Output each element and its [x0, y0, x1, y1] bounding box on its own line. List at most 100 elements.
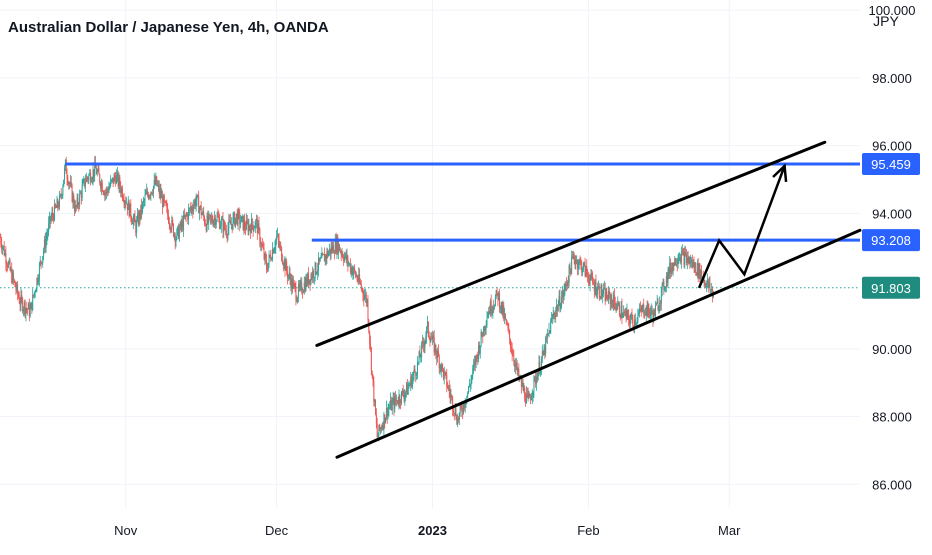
candle-body	[173, 224, 175, 237]
candle-body	[452, 410, 454, 413]
projection-path[interactable]	[697, 165, 786, 289]
candle-body	[35, 289, 37, 292]
candle-body	[685, 253, 687, 263]
candle-body	[338, 244, 340, 251]
candle-body	[195, 200, 197, 207]
candle-body	[611, 298, 613, 302]
candle-body	[166, 205, 168, 207]
candle-body	[94, 162, 96, 177]
candle-body	[482, 335, 484, 337]
candle-body	[79, 193, 81, 194]
drawings[interactable]	[0, 140, 862, 459]
candle-body	[450, 395, 452, 397]
candle-body	[561, 297, 563, 307]
candle-body	[22, 309, 24, 312]
candle-body	[153, 179, 155, 187]
candle-body	[693, 261, 695, 268]
candle-body	[54, 204, 56, 208]
candle-body	[445, 372, 447, 375]
candle-body	[664, 288, 666, 291]
candle-body	[331, 246, 333, 252]
candle-body	[291, 278, 293, 289]
candle-body	[240, 222, 242, 224]
candle-body	[123, 200, 125, 204]
candle-body	[28, 303, 30, 316]
candle-body	[104, 192, 106, 195]
candle-body	[558, 295, 560, 305]
channel-line-lower[interactable]	[335, 228, 862, 459]
candle-body	[320, 257, 322, 259]
candle-body	[119, 177, 121, 188]
candle-body	[95, 162, 97, 169]
candle-body	[536, 376, 538, 381]
candle-body	[74, 206, 76, 212]
candle-body	[63, 179, 65, 187]
candle-body	[463, 403, 465, 408]
candle-body	[178, 226, 180, 239]
candle-body	[325, 255, 327, 259]
candle-body	[191, 207, 193, 211]
candle-body	[357, 279, 359, 282]
candle-body	[302, 291, 304, 293]
candle-body	[349, 263, 351, 272]
price-label-box	[862, 152, 920, 175]
candle-body	[626, 310, 628, 318]
candle-body	[327, 250, 329, 257]
candle-body	[460, 405, 462, 408]
candle-body	[609, 294, 611, 304]
candle-body	[8, 260, 10, 263]
candle-body	[660, 302, 662, 304]
axes: 86.000 88.000 90.000 94.000 96.000 98.000 100.…	[114, 3, 920, 538]
candle-body	[316, 272, 318, 274]
candle-body	[491, 311, 493, 313]
candle-body	[100, 183, 102, 188]
candle-body	[409, 384, 411, 386]
candle-body	[105, 189, 107, 194]
candle-body	[634, 319, 636, 329]
candle-body	[386, 407, 388, 417]
candle-body	[406, 383, 408, 395]
candle-body	[540, 369, 542, 374]
candle-body	[554, 315, 556, 318]
candle-body	[464, 404, 466, 408]
candle-body	[547, 333, 549, 335]
candle-body	[608, 291, 610, 301]
candle-body	[490, 301, 492, 313]
candle-body	[618, 302, 620, 304]
candle-body	[569, 265, 571, 270]
price-label: 93.208	[871, 233, 911, 248]
candle-body	[77, 197, 79, 205]
candle-body	[627, 310, 629, 314]
candle-body	[544, 347, 546, 355]
candle-body	[220, 219, 222, 227]
candle-body	[598, 285, 600, 297]
candle-body	[407, 386, 409, 395]
candle-body	[116, 172, 118, 176]
candle-body	[29, 309, 31, 316]
candle-body	[225, 230, 227, 236]
candle-body	[298, 284, 300, 288]
candle-body	[254, 227, 256, 229]
channel-line-upper[interactable]	[315, 140, 827, 347]
candle-body	[454, 408, 456, 415]
candle-body	[341, 253, 343, 255]
candle-body	[601, 285, 603, 297]
candle-body	[235, 213, 237, 218]
candle-body	[682, 250, 684, 253]
candle-body	[256, 218, 258, 234]
candle-body	[109, 186, 111, 188]
candle-body	[222, 218, 224, 232]
candle-body	[545, 338, 547, 355]
candle-body	[257, 223, 259, 234]
candle-body	[370, 347, 372, 371]
candle-body	[593, 284, 595, 292]
candle-body	[430, 339, 432, 342]
candle-body	[421, 341, 423, 344]
candle-body	[551, 317, 553, 319]
candle-body	[395, 400, 397, 401]
candle-body	[192, 210, 194, 212]
candle-body	[221, 218, 223, 220]
candle-body	[70, 182, 72, 185]
